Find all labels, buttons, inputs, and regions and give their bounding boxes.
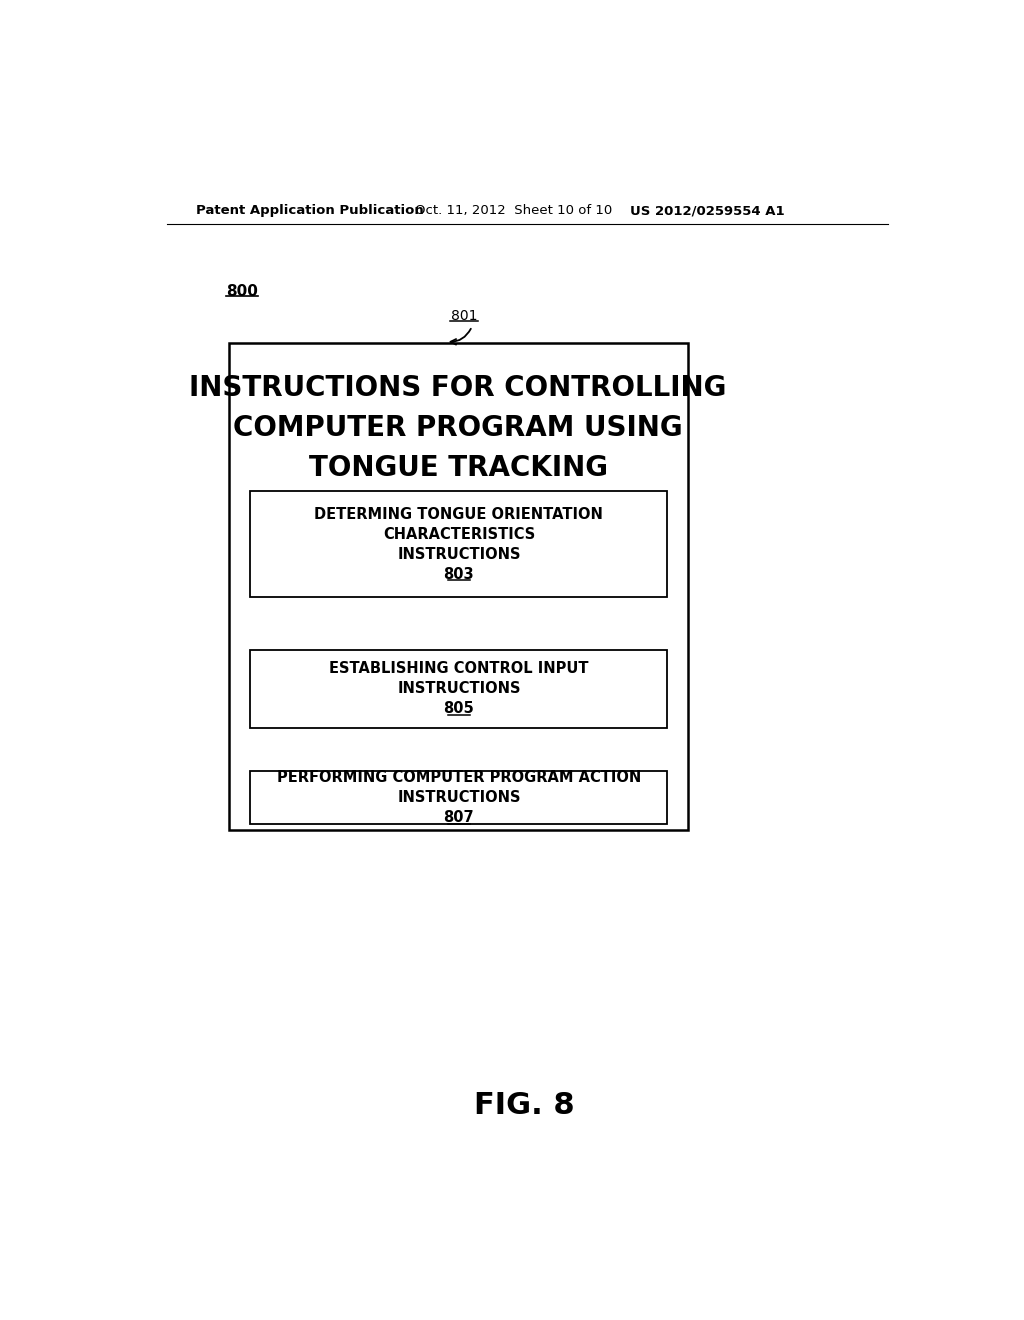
Text: CHARACTERISTICS: CHARACTERISTICS — [383, 527, 536, 541]
Text: INSTRUCTIONS: INSTRUCTIONS — [397, 789, 520, 805]
Bar — [251, 491, 668, 597]
Text: ESTABLISHING CONTROL INPUT: ESTABLISHING CONTROL INPUT — [329, 661, 589, 676]
Bar — [251, 649, 668, 729]
Bar — [228, 343, 687, 830]
Text: FIG. 8: FIG. 8 — [474, 1092, 575, 1119]
Text: Patent Application Publication: Patent Application Publication — [197, 205, 424, 218]
Text: 807: 807 — [443, 810, 474, 825]
Text: INSTRUCTIONS: INSTRUCTIONS — [397, 681, 520, 697]
Text: 801: 801 — [452, 309, 477, 323]
Text: 800: 800 — [226, 284, 258, 300]
Text: US 2012/0259554 A1: US 2012/0259554 A1 — [630, 205, 784, 218]
Text: TONGUE TRACKING: TONGUE TRACKING — [308, 454, 607, 482]
Text: 805: 805 — [443, 701, 474, 717]
Text: Oct. 11, 2012  Sheet 10 of 10: Oct. 11, 2012 Sheet 10 of 10 — [415, 205, 612, 218]
Text: INSTRUCTIONS FOR CONTROLLING: INSTRUCTIONS FOR CONTROLLING — [189, 374, 727, 401]
Text: 803: 803 — [443, 566, 474, 582]
Text: DETERMING TONGUE ORIENTATION: DETERMING TONGUE ORIENTATION — [314, 507, 603, 521]
Bar — [251, 771, 668, 824]
Text: INSTRUCTIONS: INSTRUCTIONS — [397, 546, 520, 562]
Text: COMPUTER PROGRAM USING: COMPUTER PROGRAM USING — [233, 414, 683, 442]
Text: PERFORMING COMPUTER PROGRAM ACTION: PERFORMING COMPUTER PROGRAM ACTION — [276, 770, 641, 785]
